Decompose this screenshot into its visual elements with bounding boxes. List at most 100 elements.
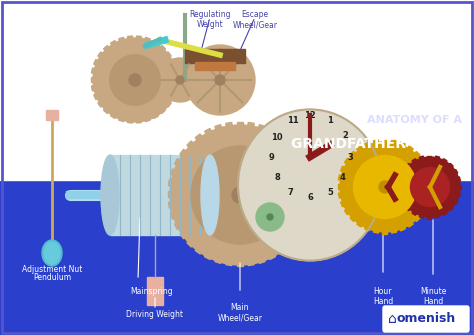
Ellipse shape <box>201 155 219 235</box>
Bar <box>419 156 424 160</box>
Ellipse shape <box>238 110 382 261</box>
Bar <box>412 211 417 215</box>
Bar <box>195 62 235 70</box>
Bar <box>128 36 133 40</box>
Bar <box>94 60 99 65</box>
Bar <box>350 215 356 221</box>
Circle shape <box>129 74 141 86</box>
Bar <box>442 159 447 163</box>
Bar <box>307 180 311 186</box>
Ellipse shape <box>101 155 119 235</box>
Text: 9: 9 <box>269 152 275 161</box>
Bar <box>399 225 405 231</box>
Bar <box>205 129 212 135</box>
Bar <box>268 129 275 135</box>
Circle shape <box>93 38 177 122</box>
Circle shape <box>232 187 248 203</box>
Bar <box>0 180 474 335</box>
Bar <box>307 202 311 208</box>
Bar <box>401 200 406 204</box>
Bar <box>365 142 371 148</box>
Bar <box>195 247 202 254</box>
Circle shape <box>379 181 391 193</box>
Ellipse shape <box>42 240 62 266</box>
Bar <box>145 117 150 122</box>
Text: 12: 12 <box>304 111 316 120</box>
Bar <box>248 122 254 127</box>
Bar <box>118 117 124 122</box>
Ellipse shape <box>44 242 60 264</box>
Bar <box>304 212 310 219</box>
Text: Pendulum: Pendulum <box>33 273 71 282</box>
Bar <box>258 258 265 263</box>
Bar <box>341 166 346 172</box>
Bar <box>166 101 171 107</box>
Bar <box>171 169 176 176</box>
Text: ANATOMY OF A: ANATOMY OF A <box>367 115 462 125</box>
Bar <box>278 247 285 254</box>
Text: Adjustment Nut: Adjustment Nut <box>22 265 82 274</box>
Bar <box>180 231 187 239</box>
Text: 10: 10 <box>271 133 283 141</box>
Text: Driving Weight: Driving Weight <box>127 310 183 319</box>
Bar <box>435 214 439 218</box>
Bar <box>98 101 103 107</box>
Bar <box>299 159 306 166</box>
Bar <box>299 222 306 229</box>
Bar <box>160 46 165 51</box>
Bar <box>424 201 429 207</box>
Text: 8: 8 <box>274 173 280 182</box>
Bar <box>187 240 194 247</box>
Bar <box>453 200 458 204</box>
Bar <box>175 77 178 82</box>
Text: 3: 3 <box>347 152 353 161</box>
Bar <box>442 211 447 215</box>
Bar <box>237 262 243 266</box>
Circle shape <box>340 142 430 232</box>
Bar <box>338 192 343 198</box>
Text: Mainspring: Mainspring <box>130 287 173 296</box>
Circle shape <box>400 157 460 217</box>
Bar <box>412 159 417 163</box>
Bar <box>160 108 165 114</box>
Text: Minute
Hand: Minute Hand <box>420 287 446 307</box>
Bar <box>147 277 163 305</box>
Bar <box>237 122 243 126</box>
Circle shape <box>170 125 310 265</box>
Circle shape <box>176 76 184 84</box>
Bar <box>173 68 178 73</box>
Text: omenish: omenish <box>396 313 456 326</box>
Text: 1: 1 <box>327 116 333 125</box>
Bar <box>293 149 300 156</box>
Bar <box>374 140 379 145</box>
Bar <box>0 0 474 180</box>
Bar <box>428 155 431 158</box>
Bar <box>185 49 245 63</box>
Bar <box>166 52 171 58</box>
Bar <box>46 110 58 120</box>
Bar <box>94 94 99 99</box>
Text: 4: 4 <box>340 173 346 182</box>
FancyBboxPatch shape <box>383 306 469 332</box>
Circle shape <box>215 75 225 85</box>
Bar <box>357 146 363 152</box>
Bar <box>248 261 254 266</box>
Bar <box>458 185 461 189</box>
Bar <box>419 208 426 215</box>
Bar <box>171 60 175 65</box>
Bar <box>174 222 181 229</box>
Bar <box>118 38 124 42</box>
Bar <box>168 180 173 186</box>
Bar <box>374 228 379 233</box>
Text: Regulating
Weight: Regulating Weight <box>189 10 231 29</box>
Bar <box>338 184 342 189</box>
Circle shape <box>256 203 284 231</box>
Bar <box>383 229 388 233</box>
Text: Escape
Wheel/Gear: Escape Wheel/Gear <box>233 10 277 29</box>
Bar <box>268 253 275 260</box>
Bar <box>110 41 117 46</box>
Circle shape <box>185 45 255 115</box>
Bar <box>153 113 158 118</box>
Bar <box>448 206 453 211</box>
Bar <box>357 221 363 227</box>
